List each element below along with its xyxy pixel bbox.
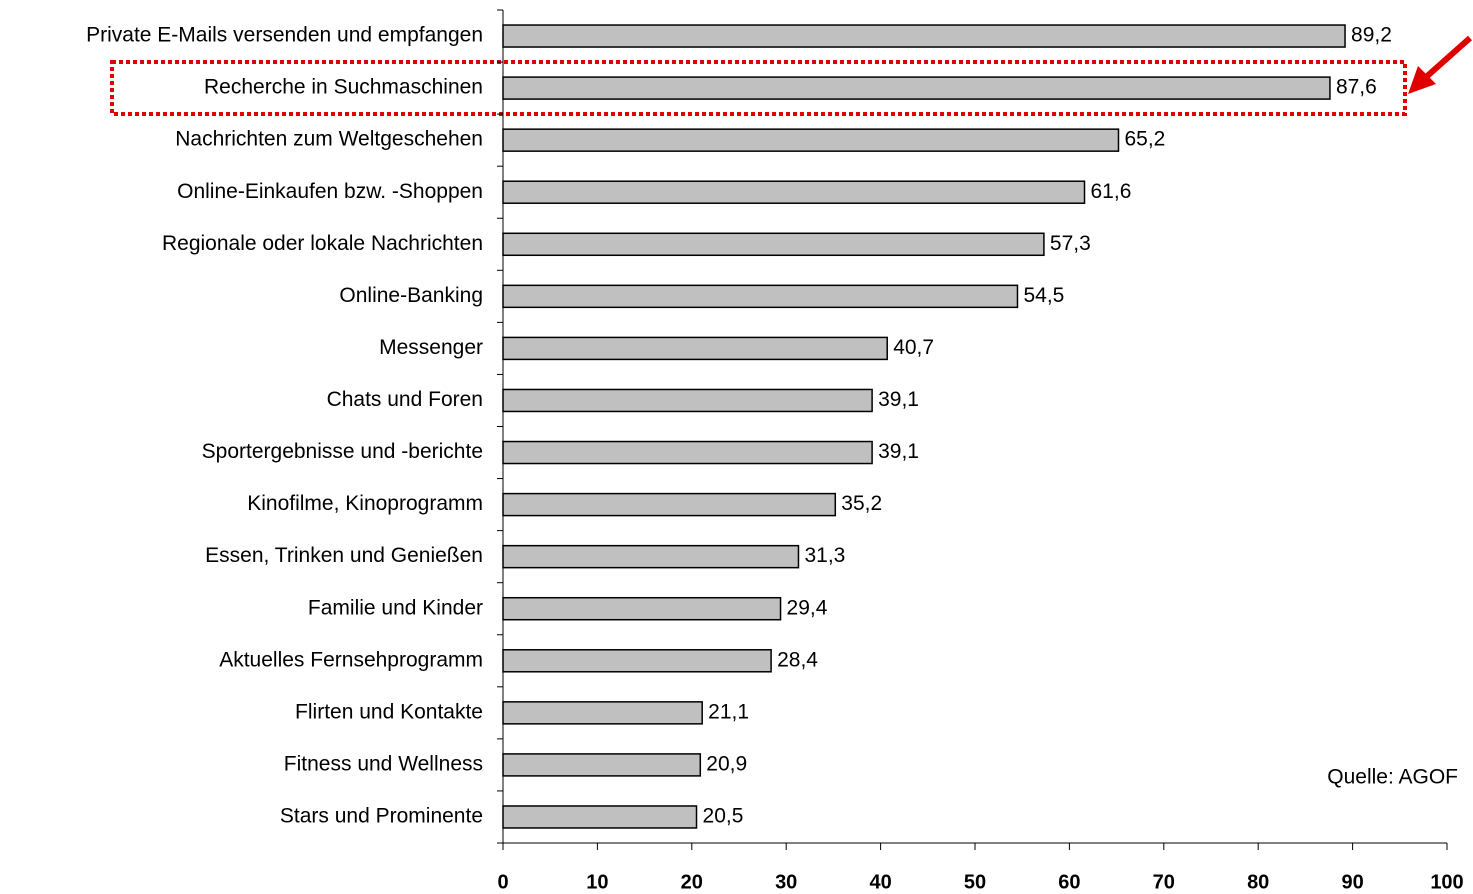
category-label: Regionale oder lokale Nachrichten xyxy=(162,232,483,255)
category-label: Online-Einkaufen bzw. -Shoppen xyxy=(177,180,483,203)
value-label: 20,9 xyxy=(706,752,747,775)
value-label: 89,2 xyxy=(1351,24,1392,47)
category-label: Aktuelles Fernsehprogramm xyxy=(219,648,483,671)
value-label: 39,1 xyxy=(878,440,919,463)
x-tick-label: 60 xyxy=(1058,871,1080,893)
x-tick-label: 100 xyxy=(1430,871,1463,893)
category-label: Flirten und Kontakte xyxy=(295,700,483,723)
value-label: 20,5 xyxy=(703,805,744,828)
value-label: 31,3 xyxy=(804,544,845,567)
x-tick-label: 50 xyxy=(964,871,986,893)
value-label: 57,3 xyxy=(1050,232,1091,255)
value-label: 65,2 xyxy=(1124,128,1165,151)
value-label: 40,7 xyxy=(893,336,934,359)
bar xyxy=(502,701,703,725)
source-note: Quelle: AGOF xyxy=(1327,766,1458,789)
bar xyxy=(502,24,1346,48)
bar xyxy=(502,596,782,621)
value-label: 61,6 xyxy=(1091,180,1132,203)
x-tick-label: 70 xyxy=(1153,871,1175,893)
arrow-head xyxy=(1408,66,1436,94)
value-label: 39,1 xyxy=(878,388,919,411)
bar xyxy=(502,76,1331,100)
category-label: Nachrichten zum Weltgeschehen xyxy=(175,128,483,151)
bar xyxy=(502,232,1045,257)
value-label: 87,6 xyxy=(1336,76,1377,99)
bar xyxy=(502,180,1086,204)
bar xyxy=(502,284,1019,309)
value-label: 35,2 xyxy=(841,492,882,515)
bar xyxy=(502,753,702,777)
x-tick-label: 80 xyxy=(1247,871,1269,893)
category-label: Familie und Kinder xyxy=(308,596,483,619)
bar xyxy=(502,492,837,517)
bar xyxy=(502,440,873,465)
x-tick-label: 10 xyxy=(586,871,608,893)
bar xyxy=(502,544,800,569)
bar xyxy=(502,388,873,413)
category-label: Online-Banking xyxy=(339,284,483,307)
arrow-shaft xyxy=(1423,35,1472,81)
category-label: Kinofilme, Kinoprogramm xyxy=(247,492,483,515)
category-label: Chats und Foren xyxy=(327,388,483,411)
category-label: Stars und Prominente xyxy=(280,805,483,828)
x-tick-label: 30 xyxy=(775,871,797,893)
x-tick-label: 20 xyxy=(681,871,703,893)
category-label: Fitness und Wellness xyxy=(284,752,483,775)
value-label: 29,4 xyxy=(787,596,828,619)
bar xyxy=(502,128,1120,152)
highlight-box xyxy=(110,60,1407,116)
category-label: Messenger xyxy=(379,336,483,359)
category-label: Private E-Mails versenden und empfangen xyxy=(86,24,483,47)
value-label: 21,1 xyxy=(708,700,749,723)
x-tick-label: 0 xyxy=(497,871,508,893)
category-label: Essen, Trinken und Genießen xyxy=(205,544,483,567)
category-label: Recherche in Suchmaschinen xyxy=(204,76,483,99)
bar xyxy=(502,805,698,829)
x-tick-label: 90 xyxy=(1341,871,1363,893)
bar xyxy=(502,649,772,673)
value-label: 28,4 xyxy=(777,648,818,671)
category-label: Sportergebnisse und -berichte xyxy=(202,440,483,463)
bar xyxy=(502,336,888,361)
x-tick-label: 40 xyxy=(869,871,891,893)
value-label: 54,5 xyxy=(1023,284,1064,307)
